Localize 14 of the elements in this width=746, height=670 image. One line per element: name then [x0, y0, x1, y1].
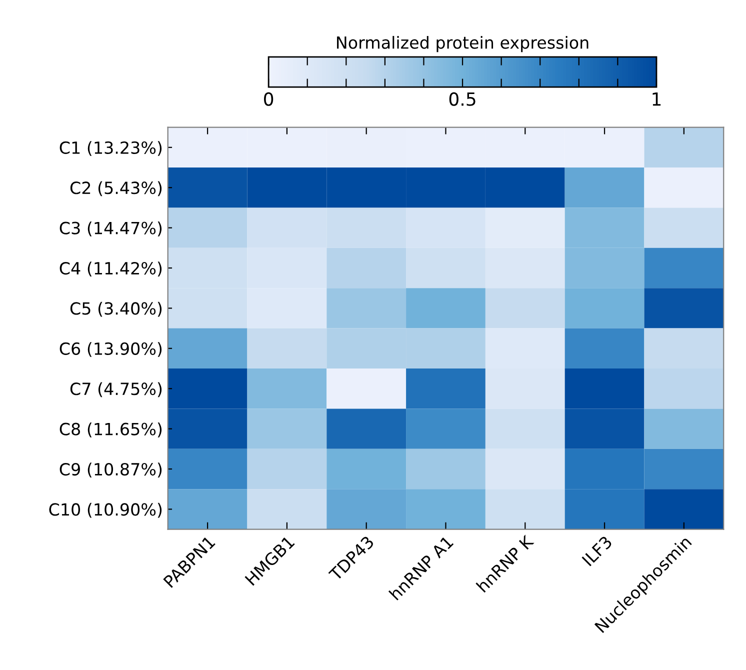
- y-tick-label: C7 (4.75%): [70, 382, 162, 398]
- y-tick-label: C4 (11.42%): [60, 262, 162, 277]
- y-tick-label: C5 (3.40%): [70, 302, 162, 317]
- color-bar-label: 1: [652, 92, 661, 106]
- color-bar-label: 0: [264, 92, 274, 106]
- y-tick-label: C9 (10.87%): [60, 462, 162, 478]
- y-tick-label: C3 (14.47%): [60, 221, 162, 236]
- y-tick-label: C8 (11.65%): [60, 422, 162, 438]
- y-tick-label: C10 (10.90%): [49, 502, 162, 518]
- color-bar-label: 0.5: [449, 92, 476, 106]
- color-bar-title: Normalized protein expression: [337, 36, 588, 52]
- y-tick-label: C2 (5.43%): [70, 181, 162, 196]
- y-tick-label: C1 (13.23%): [60, 141, 162, 156]
- y-tick-label: C6 (13.90%): [60, 342, 162, 357]
